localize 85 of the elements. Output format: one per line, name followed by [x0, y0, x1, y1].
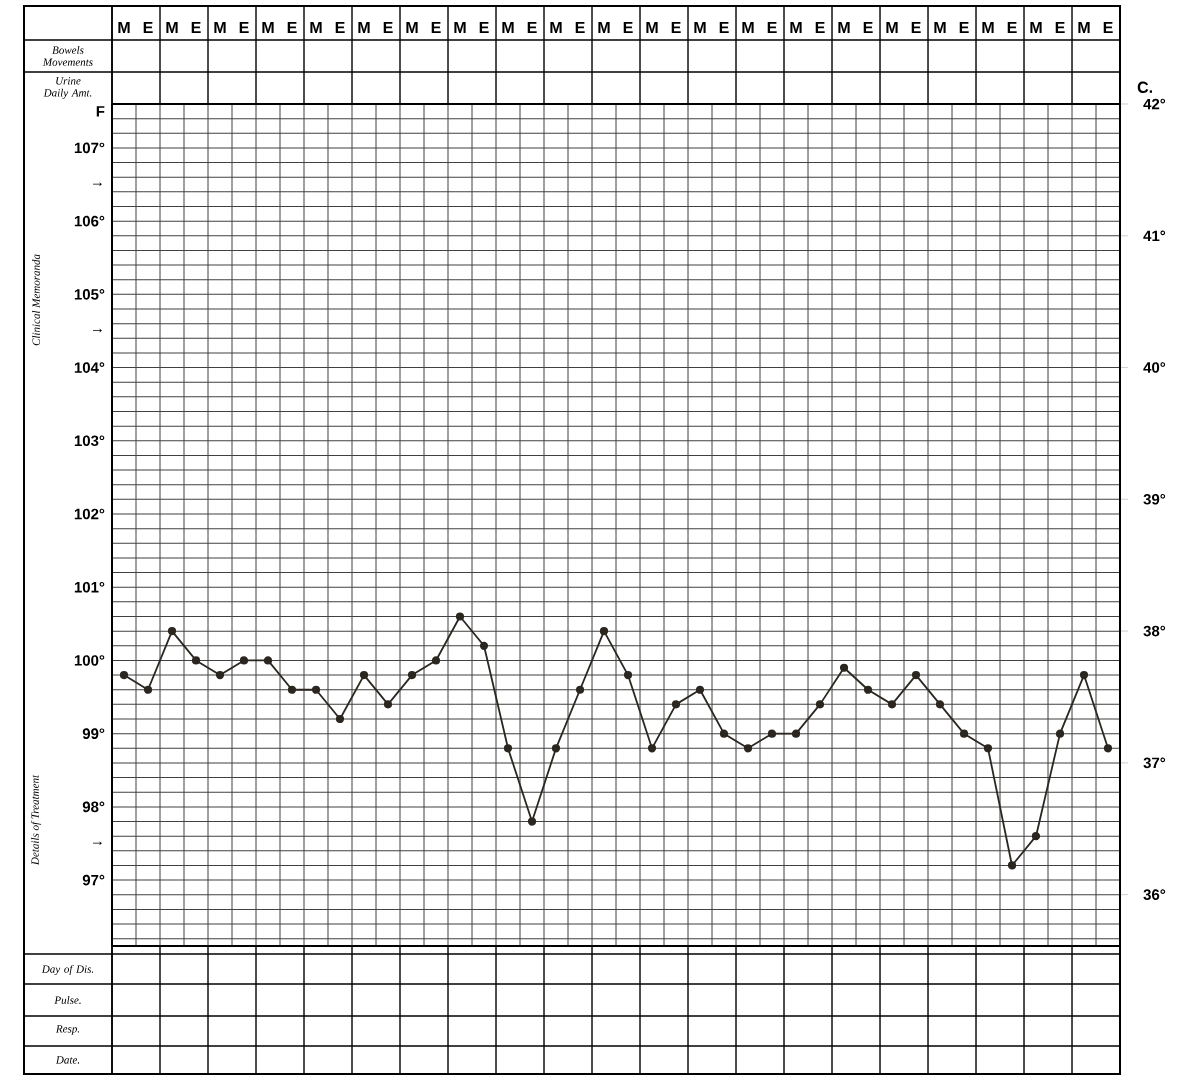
point [575, 685, 585, 694]
x-tick-label: E [623, 21, 633, 33]
point [503, 744, 513, 753]
x-tick-label: E [383, 21, 393, 33]
x-tick-label: M [694, 21, 706, 33]
x-tick-label: E [911, 21, 921, 33]
x-tick-label: E [527, 21, 537, 33]
point [935, 700, 945, 709]
x-tick-label: E [575, 21, 585, 33]
x-tick-label: E [335, 21, 345, 33]
x-tick-label: M [214, 21, 226, 33]
point [695, 685, 705, 694]
point [911, 670, 921, 680]
point [647, 744, 657, 753]
x-tick-label: M [598, 21, 610, 33]
y2-axis-title: C. [1137, 81, 1152, 93]
point [431, 656, 441, 665]
x-tick-label: M [118, 21, 130, 33]
x-tick-label: E [143, 21, 153, 33]
point [767, 729, 777, 738]
x-tick-label: M [310, 21, 322, 33]
point [479, 641, 489, 650]
point [287, 685, 297, 694]
x-tick-label: M [790, 21, 802, 33]
point [1079, 670, 1089, 680]
point [119, 670, 129, 680]
x-tick-label: E [431, 21, 441, 33]
point [719, 729, 729, 738]
point [191, 656, 201, 665]
x-tick-label: E [1103, 21, 1113, 33]
point [407, 670, 417, 680]
x-tick-label: M [982, 21, 994, 33]
x-tick-label: M [406, 21, 418, 33]
point [863, 685, 873, 694]
point [383, 700, 393, 709]
point [263, 656, 273, 665]
point [623, 670, 633, 680]
point [167, 627, 177, 636]
x-tick-label: E [479, 21, 489, 33]
x-tick-label: M [934, 21, 946, 33]
point [215, 670, 225, 680]
x-tick-label: E [191, 21, 201, 33]
x-tick-label: M [646, 21, 658, 33]
point [1007, 861, 1017, 870]
point [551, 744, 561, 753]
x-tick-label: M [262, 21, 274, 33]
point [359, 670, 369, 680]
point [743, 744, 753, 753]
x-tick-label: E [671, 21, 681, 33]
x-tick-label: M [742, 21, 754, 33]
point [143, 685, 153, 694]
point [1055, 729, 1065, 738]
x-tick-label: M [166, 21, 178, 33]
x-tick-label: E [287, 21, 297, 33]
x-tick-label: M [454, 21, 466, 33]
x-tick-label: M [1078, 21, 1090, 33]
x-tick-label: E [959, 21, 969, 33]
x-tick-label: E [1007, 21, 1017, 33]
point [887, 700, 897, 709]
point [599, 627, 609, 636]
point [815, 700, 825, 709]
x-tick-label: M [502, 21, 514, 33]
x-tick-label: M [886, 21, 898, 33]
x-tick-label: M [838, 21, 850, 33]
x-tick-label: E [863, 21, 873, 33]
x-tick-label: E [815, 21, 825, 33]
point [527, 817, 537, 826]
point [1103, 744, 1113, 753]
x-tick-label: E [239, 21, 249, 33]
point [671, 700, 681, 709]
point [791, 729, 801, 738]
point [983, 744, 993, 753]
x-tick-label: E [767, 21, 777, 33]
point [1031, 832, 1041, 841]
point [335, 714, 345, 724]
x-tick-label: M [358, 21, 370, 33]
x-tick-label: M [550, 21, 562, 33]
point [311, 685, 321, 694]
point [959, 729, 969, 738]
x-tick-label: M [1030, 21, 1042, 33]
point [239, 656, 249, 665]
point [839, 663, 849, 672]
x-tick-label: E [719, 21, 729, 33]
x-tick-label: E [1055, 21, 1065, 33]
point [455, 612, 465, 621]
